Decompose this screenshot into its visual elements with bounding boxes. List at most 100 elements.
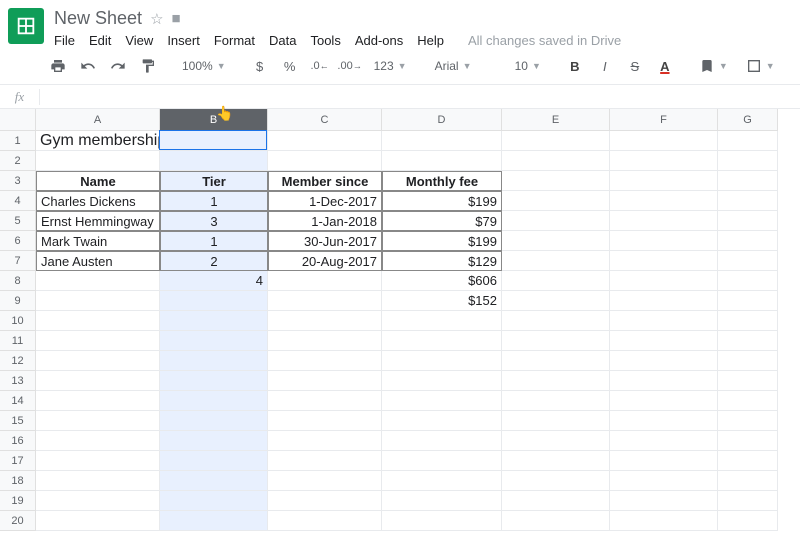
cell[interactable] [718,351,778,371]
cell[interactable] [268,371,382,391]
cell[interactable] [610,231,718,251]
cell[interactable] [610,311,718,331]
cell[interactable] [36,271,160,291]
cell[interactable]: $606 [382,271,502,291]
cell[interactable] [382,351,502,371]
menu-insert[interactable]: Insert [167,33,200,48]
italic-button[interactable]: I [595,54,615,78]
cell[interactable] [718,411,778,431]
cell[interactable] [268,271,382,291]
cell[interactable]: Jane Austen [36,251,160,271]
row-header[interactable]: 10 [0,311,36,331]
row-header[interactable]: 11 [0,331,36,351]
row-header[interactable]: 4 [0,191,36,211]
cell[interactable] [36,491,160,511]
zoom-combo[interactable]: 100%▼ [178,59,230,73]
cell[interactable] [36,371,160,391]
undo-icon[interactable] [78,54,98,78]
cell[interactable] [160,131,268,151]
column-header-c[interactable]: C [268,109,382,131]
column-header-d[interactable]: D [382,109,502,131]
row-header[interactable]: 5 [0,211,36,231]
cell[interactable] [610,151,718,171]
cell[interactable]: $129 [382,251,502,271]
cell[interactable] [502,271,610,291]
column-header-f[interactable]: F [610,109,718,131]
cell[interactable]: Charles Dickens [36,191,160,211]
row-header[interactable]: 8 [0,271,36,291]
cell[interactable] [382,331,502,351]
cell[interactable] [610,371,718,391]
cell[interactable]: Member since [268,171,382,191]
column-header-e[interactable]: E [502,109,610,131]
menu-help[interactable]: Help [417,33,444,48]
cell[interactable] [502,251,610,271]
cell[interactable] [36,311,160,331]
fill-color-button[interactable]: ▼ [695,58,732,74]
cell[interactable] [718,451,778,471]
menu-data[interactable]: Data [269,33,296,48]
cell[interactable]: 1-Dec-2017 [268,191,382,211]
cell[interactable] [502,511,610,531]
cell[interactable] [610,271,718,291]
cell[interactable] [610,471,718,491]
cell[interactable] [502,191,610,211]
column-header-b[interactable]: B [160,109,268,131]
cell[interactable] [268,351,382,371]
cell[interactable] [718,231,778,251]
cell[interactable] [268,431,382,451]
cell[interactable]: Tier [160,171,268,191]
cell[interactable] [268,411,382,431]
cell[interactable] [382,411,502,431]
number-format-combo[interactable]: 123▼ [370,59,411,73]
print-icon[interactable] [48,54,68,78]
cell[interactable] [382,471,502,491]
cell[interactable] [718,131,778,151]
row-header[interactable]: 12 [0,351,36,371]
cell[interactable] [36,331,160,351]
cell[interactable]: $199 [382,231,502,251]
cell[interactable]: 1-Jan-2018 [268,211,382,231]
cell[interactable] [268,451,382,471]
cell[interactable] [268,511,382,531]
cell[interactable] [160,451,268,471]
currency-button[interactable]: $ [250,54,270,78]
font-combo[interactable]: Arial▼ [431,59,491,73]
row-header[interactable]: 18 [0,471,36,491]
cell[interactable] [718,211,778,231]
cell[interactable] [160,371,268,391]
cell[interactable] [610,171,718,191]
text-color-button[interactable]: A [655,54,675,78]
cell[interactable] [502,391,610,411]
cell[interactable]: Mark Twain [36,231,160,251]
cell[interactable] [502,151,610,171]
increase-decimal-button[interactable]: .00→ [340,54,360,78]
cell[interactable] [382,151,502,171]
row-header[interactable]: 1 [0,131,36,151]
cell[interactable]: $199 [382,191,502,211]
cell[interactable]: Gym membership table [36,131,160,151]
strikethrough-button[interactable]: S [625,54,645,78]
cell[interactable] [36,291,160,311]
menu-addons[interactable]: Add-ons [355,33,403,48]
cell[interactable]: $79 [382,211,502,231]
cell[interactable] [268,471,382,491]
menu-file[interactable]: File [54,33,75,48]
cell[interactable] [502,371,610,391]
menu-view[interactable]: View [125,33,153,48]
cell[interactable] [268,391,382,411]
cell[interactable]: $152 [382,291,502,311]
cell[interactable]: Monthly fee [382,171,502,191]
cell[interactable] [502,231,610,251]
cell[interactable] [718,251,778,271]
cell[interactable] [382,511,502,531]
cell[interactable] [610,331,718,351]
cell[interactable] [36,471,160,491]
cell[interactable] [610,391,718,411]
cell[interactable] [610,451,718,471]
cell[interactable] [382,131,502,151]
row-header[interactable]: 13 [0,371,36,391]
cell[interactable] [610,511,718,531]
cell[interactable] [610,491,718,511]
cell[interactable] [718,431,778,451]
